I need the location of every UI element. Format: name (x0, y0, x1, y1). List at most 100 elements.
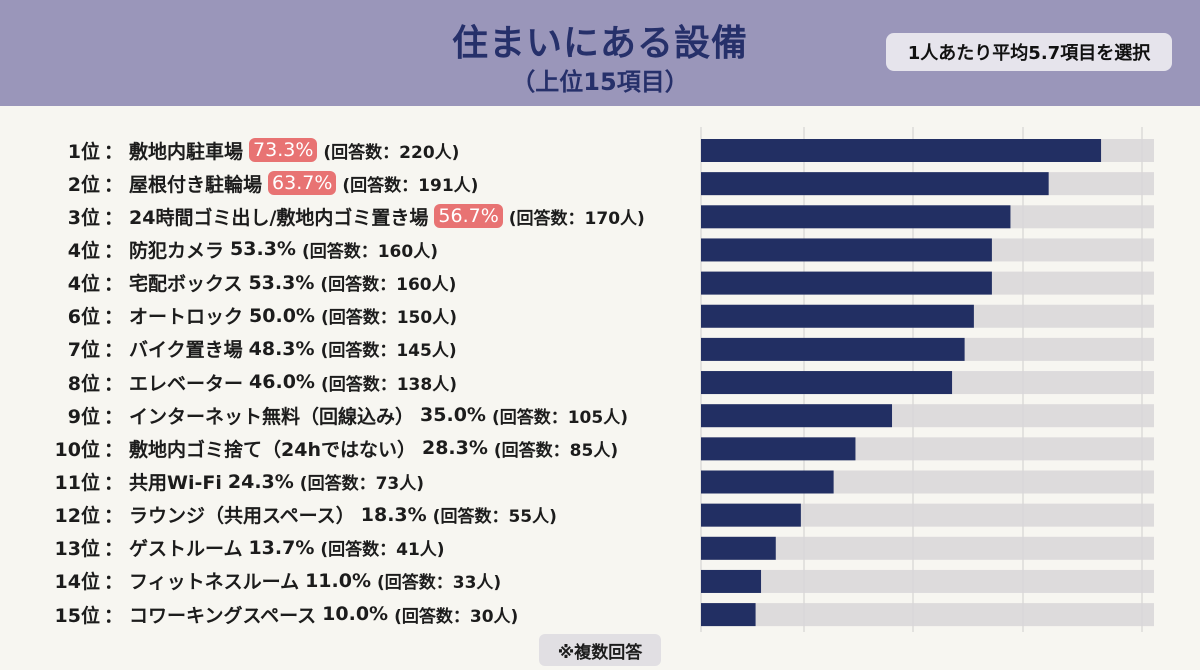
percent-label: 13.7% (248, 536, 315, 559)
percent-label: 63.7% (268, 171, 337, 196)
bar (701, 569, 762, 593)
count-label: (回答数：105人) (491, 407, 628, 428)
row-label: 4位：宅配ボックス 53.3% (回答数：160人) (0, 269, 457, 297)
bar-track (701, 603, 1154, 627)
category-label: フィットネスルーム (129, 571, 300, 594)
bar (701, 603, 756, 627)
percent-label: 50.0% (249, 304, 315, 327)
footer-note: ※複数回答 (539, 634, 661, 666)
percent-label: 46.0% (249, 371, 315, 394)
count-label: (回答数：55人) (432, 507, 557, 528)
count-label: (回答数：85人) (493, 440, 619, 461)
percent-label: 53.3% (230, 238, 296, 261)
rank-label: 8位 (67, 372, 100, 395)
rank-label: 12位 (54, 505, 100, 528)
rank-label: 11位 (54, 472, 100, 494)
bar-track (701, 536, 1154, 560)
row-label: 7位：バイク置き場 48.3% (回答数：145人) (0, 335, 457, 363)
row-label: 10位：敷地内ゴミ捨て（24hではない） 28.3% (回答数：85人) (0, 434, 619, 462)
percent-label: 24.3% (227, 470, 294, 493)
header-banner: 住まいにある設備 （上位15項目） 1人あたり平均5.7項目を選択 (0, 0, 1200, 106)
row-label: 11位：共用Wi-Fi 24.3% (回答数：73人) (0, 468, 424, 496)
category-label: エレベーター (129, 372, 244, 395)
separator: ： (104, 571, 124, 594)
bar (701, 238, 992, 262)
percent-label: 53.3% (248, 271, 315, 294)
row-label: 8位：エレベーター 46.0% (回答数：138人) (0, 368, 457, 396)
category-label: 敷地内駐車場 (129, 140, 244, 163)
chart-subtitle: （上位15項目） (511, 68, 689, 96)
percent-label: 28.3% (421, 437, 488, 460)
row-label: 3位： 24時間ゴミ出し/敷地内ゴミ置き場 56.7% (回答数：170人) (0, 202, 645, 230)
bar-track (701, 569, 1154, 593)
separator: ： (104, 472, 124, 494)
rank-label: 14位 (54, 571, 100, 594)
count-label: (回答数：30人) (394, 606, 519, 627)
percent-label: 48.3% (248, 337, 315, 360)
bar-track (701, 503, 1154, 527)
rank-label: 6位 (67, 306, 100, 329)
rank-label: 3位 (67, 206, 100, 229)
rank-label: 9位 (67, 405, 100, 428)
category-label: 敷地内ゴミ捨て（24hではない） (129, 438, 416, 461)
rank-label: 4位 (67, 239, 100, 262)
row-label: 12位：ラウンジ（共用スペース） 18.3% (回答数：55人) (0, 501, 557, 529)
rank-label: 13位 (54, 538, 100, 561)
bar (701, 205, 1011, 229)
bar (701, 437, 856, 461)
bar (701, 371, 953, 395)
rank-label: 15位 (54, 604, 100, 627)
bar (701, 172, 1049, 196)
rank-label: 4位 (67, 273, 100, 296)
separator: ： (104, 339, 124, 362)
row-label: 9位：インターネット無料（回線込み） 35.0% (回答数：105人) (0, 401, 628, 429)
count-label: (回答数：145人) (320, 341, 457, 362)
count-label: (回答数：220人) (323, 142, 460, 163)
category-label: 屋根付き駐輪場 (129, 173, 263, 196)
bar (701, 304, 974, 328)
bar (701, 503, 801, 527)
separator: ： (104, 438, 124, 461)
category-label: コワーキングスペース (129, 604, 317, 627)
average-badge: 1人あたり平均5.7項目を選択 (886, 33, 1172, 71)
count-label: (回答数：41人) (320, 540, 445, 561)
category-label: 防犯カメラ (129, 239, 225, 262)
count-label: (回答数：150人) (320, 308, 457, 329)
row-label: 13位：ゲストルーム 13.7% (回答数：41人) (0, 534, 445, 562)
bar (701, 271, 992, 295)
rank-label: 1位 (67, 140, 100, 163)
separator: ： (104, 239, 124, 262)
count-label: (回答数：160人) (301, 241, 438, 262)
separator: ： (104, 206, 124, 229)
rank-label: 7位 (67, 339, 100, 362)
bar (701, 536, 776, 560)
separator: ： (104, 604, 124, 627)
percent-label: 35.0% (420, 404, 486, 427)
percent-label: 73.3% (249, 138, 318, 162)
separator: ： (104, 140, 124, 163)
category-label: 共用Wi-Fi (129, 472, 222, 494)
separator: ： (104, 372, 124, 395)
category-label: 24時間ゴミ出し/敷地内ゴミ置き場 (129, 206, 429, 229)
row-label: 14位：フィットネスルーム 11.0% (回答数：33人) (0, 567, 502, 595)
row-label: 4位：防犯カメラ 53.3% (回答数：160人) (0, 235, 438, 263)
chart-title: 住まいにある設備 (451, 23, 748, 64)
row-label: 1位：敷地内駐車場 73.3% (回答数：220人) (0, 136, 459, 164)
separator: ： (104, 405, 124, 428)
bar (701, 337, 965, 361)
percent-label: 11.0% (305, 569, 371, 592)
separator: ： (104, 505, 124, 528)
row-label: 15位：コワーキングスペース 10.0% (回答数：30人) (0, 600, 519, 628)
count-label: (回答数：138人) (320, 374, 457, 395)
category-label: ラウンジ（共用スペース） (129, 505, 355, 528)
count-label: (回答数：160人) (320, 275, 457, 296)
bar (701, 470, 834, 494)
separator: ： (104, 538, 124, 561)
category-label: 宅配ボックス (129, 273, 243, 296)
row-label: 6位：オートロック 50.0% (回答数：150人) (0, 302, 457, 330)
bar (701, 404, 893, 428)
category-label: ゲストルーム (129, 538, 243, 561)
count-label: (回答数：170人) (508, 208, 645, 229)
rank-label: 2位 (67, 173, 100, 196)
